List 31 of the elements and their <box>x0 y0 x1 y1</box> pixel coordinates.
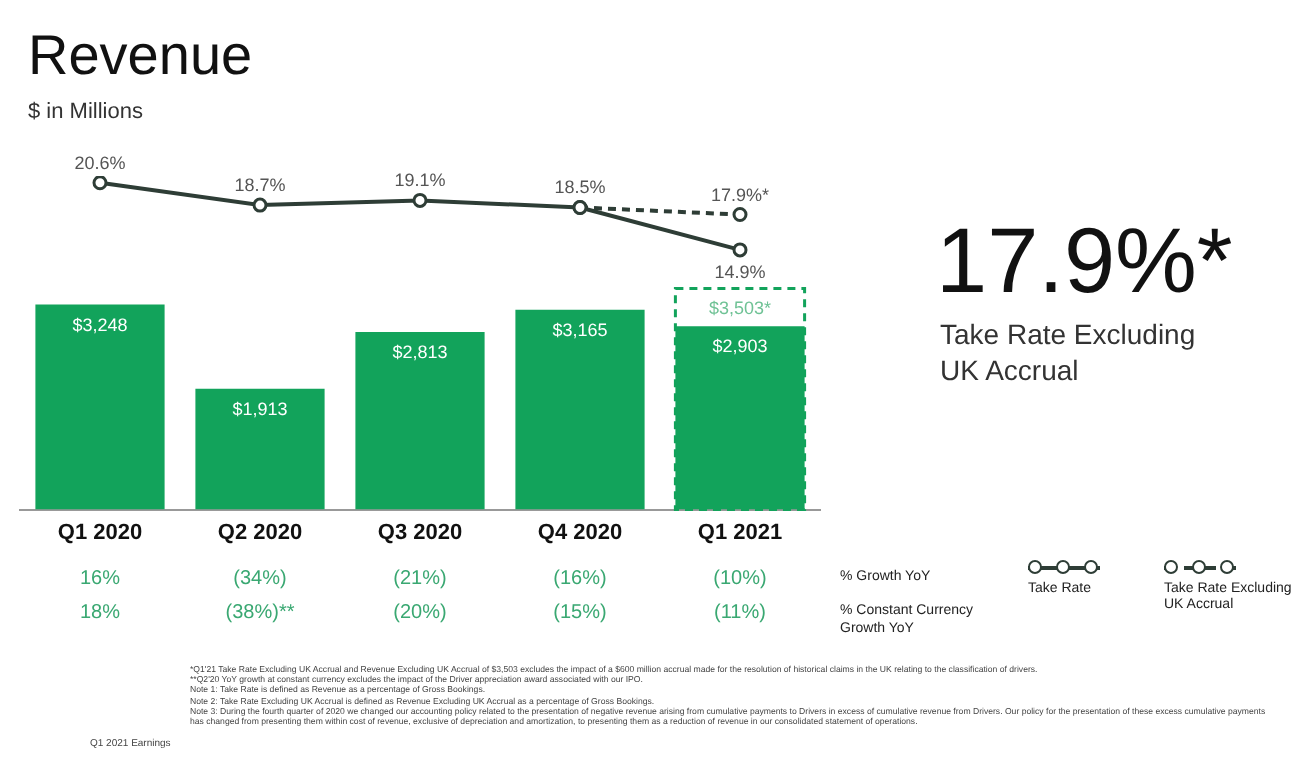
data-label: 17.9%* <box>710 184 771 205</box>
text: (21%) <box>393 568 447 590</box>
text: Take Rate Excluding UK Accrual <box>940 316 1198 388</box>
chart-subtitle: $ in Millions <box>28 100 143 124</box>
x-tick-label: Q2 2020 <box>217 520 303 545</box>
data-label: 14.9% <box>714 261 766 282</box>
text: 16% <box>79 568 121 590</box>
text: (11%) <box>714 602 766 624</box>
text: (38%)** <box>225 602 295 624</box>
x-tick-label: Q1 2020 <box>57 520 143 545</box>
x-tick-label: Q3 2020 <box>377 520 463 545</box>
text: 18% <box>79 602 121 624</box>
text: (34%) <box>233 568 287 590</box>
data-label: $3,248 <box>72 314 128 335</box>
data-label: $1,913 <box>232 398 288 419</box>
data-label: 20.6% <box>74 152 126 173</box>
text: 17.9%* <box>936 208 1233 312</box>
x-tick-label: Q1 2021 <box>697 520 783 545</box>
chart-title: Revenue <box>28 24 253 88</box>
data-label: 18.5% <box>554 177 606 198</box>
text: (15%) <box>553 602 607 624</box>
text: (10%) <box>713 568 767 590</box>
x-tick-label: Q4 2020 <box>537 520 623 545</box>
text: (16%) <box>553 568 607 590</box>
text: (20%) <box>393 602 447 624</box>
data-label: $3,503* <box>708 298 773 319</box>
data-label: 18.7% <box>234 175 286 196</box>
data-label: $2,813 <box>392 341 448 362</box>
data-label: $3,165 <box>552 319 608 340</box>
data-label: 19.1% <box>394 170 446 191</box>
data-label: $2,903 <box>712 336 768 357</box>
